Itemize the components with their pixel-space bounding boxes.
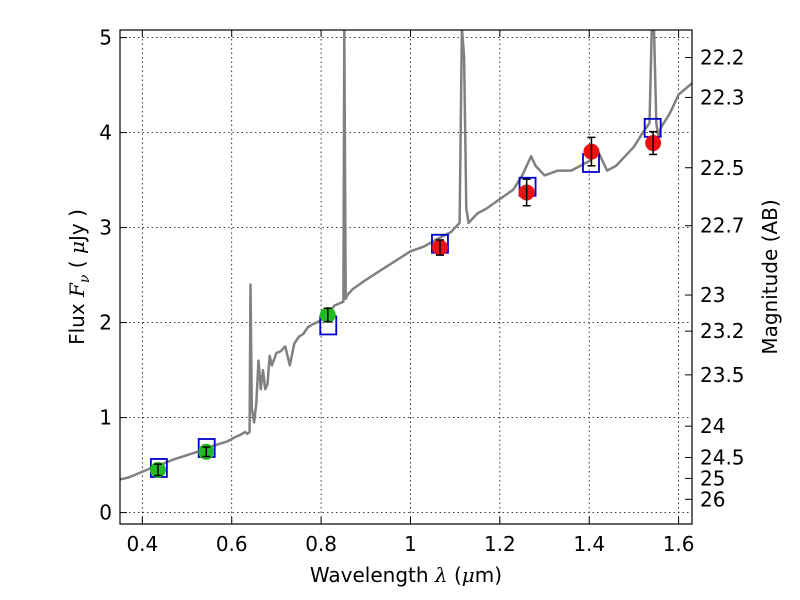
y-tick-label: 4 <box>99 121 112 145</box>
magnitude-tick-label: 23 <box>700 283 725 307</box>
x-axis-title-prefix: Wavelength <box>310 563 429 587</box>
magnitude-tick-label: 22.5 <box>700 156 745 180</box>
magnitude-tick-label: 23.2 <box>700 319 745 343</box>
y-tick-label: 1 <box>99 406 112 430</box>
magnitude-tick-label: 25 <box>700 466 725 490</box>
x-axis-title-unit-rest: m) <box>475 563 502 587</box>
x-tick-label: 1.6 <box>663 532 695 556</box>
magnitude-tick-label: 22.3 <box>700 85 745 109</box>
y-tick-label: 3 <box>99 216 112 240</box>
magnitude-tick-label: 26 <box>700 487 725 511</box>
x-tick-label: 1.2 <box>484 532 516 556</box>
x-tick-label: 0.8 <box>305 532 337 556</box>
magnitude-tick-label: 24 <box>700 414 725 438</box>
x-tick-label: 0.4 <box>126 532 158 556</box>
x-axis-title-unit-open: ( <box>448 563 462 587</box>
y2-axis-title: Magnitude (AB) <box>758 199 782 354</box>
x-tick-label: 0.6 <box>216 532 248 556</box>
magnitude-tick-label: 24.5 <box>700 446 745 470</box>
y-axis-title-unit-mu: μ <box>65 241 89 254</box>
data-layer <box>120 30 692 481</box>
magnitude-tick-label: 23.5 <box>700 363 745 387</box>
magnitude-tick-label: 22.2 <box>700 46 745 70</box>
y-axis-title-unit-open: ( <box>65 254 89 275</box>
y-axis-title: Flux Fν ( μJy ) <box>65 209 93 345</box>
plot-frame <box>119 29 693 525</box>
x-axis-title-symbol: λ <box>434 563 448 587</box>
y-axis-title-prefix: Flux <box>65 303 89 345</box>
tick-layer: 0.4 0.6 0.8 1 1.2 1.4 1.601234522.222.322.522.… <box>99 26 744 556</box>
magnitude-tick-label: 22.7 <box>700 214 745 238</box>
y-axis-title-unit-rest: Jy ) <box>65 209 89 243</box>
y-tick-label: 5 <box>99 26 112 50</box>
x-tick-label: 1 <box>404 532 417 556</box>
y-tick-label: 2 <box>99 311 112 335</box>
y-tick-label: 0 <box>99 501 112 525</box>
x-axis-title: Wavelength λ (μm) <box>310 563 502 587</box>
x-tick-label: 1.4 <box>573 532 605 556</box>
y-axis-title-symbol: F <box>65 282 89 298</box>
grid-layer <box>120 30 692 524</box>
x-axis-title-unit-mu: μ <box>462 563 475 587</box>
y-axis-title-subscript: ν <box>77 274 93 283</box>
